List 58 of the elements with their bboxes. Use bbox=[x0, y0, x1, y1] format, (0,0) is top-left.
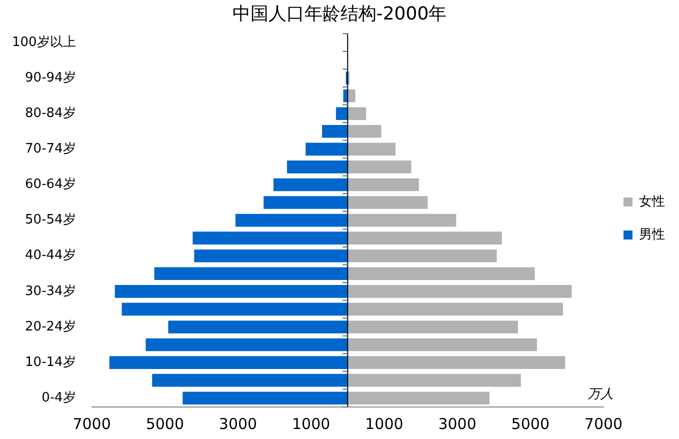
bar bbox=[235, 214, 348, 227]
x-tick-label: 3000 bbox=[218, 414, 258, 433]
bar bbox=[348, 196, 428, 209]
y-tick-label: 40-44岁 bbox=[25, 248, 76, 264]
x-tick-label: 5000 bbox=[146, 414, 184, 433]
bar bbox=[348, 356, 566, 369]
y-tick-label: 80-84岁 bbox=[25, 106, 76, 121]
bar bbox=[152, 374, 348, 387]
bar bbox=[286, 160, 348, 174]
x-tick-label: 1000 bbox=[292, 414, 330, 433]
x-tick-label: 1000 bbox=[365, 414, 404, 433]
bar bbox=[109, 356, 348, 369]
y-tick-label: 30-34岁 bbox=[25, 284, 76, 299]
bar bbox=[348, 232, 502, 244]
y-tick-label: 10-14岁 bbox=[25, 354, 76, 370]
bar bbox=[348, 89, 356, 102]
y-tick-label: 100岁以上 bbox=[12, 34, 76, 50]
bar bbox=[194, 249, 348, 262]
bar bbox=[273, 178, 348, 192]
bar bbox=[348, 124, 382, 138]
bar bbox=[322, 124, 348, 138]
bar bbox=[192, 232, 348, 244]
bar bbox=[348, 320, 518, 334]
bar bbox=[146, 338, 348, 352]
x-tick-label: 7000 bbox=[584, 414, 623, 433]
bar bbox=[348, 285, 572, 298]
chart-title: 中国人口年龄结构-2000年 bbox=[232, 3, 447, 24]
bar bbox=[348, 178, 419, 192]
bar bbox=[348, 267, 535, 280]
bar bbox=[154, 267, 348, 280]
bar bbox=[182, 392, 348, 405]
legend-label: 女性 bbox=[639, 194, 665, 210]
bar bbox=[306, 142, 348, 156]
bar bbox=[348, 338, 537, 352]
bar bbox=[348, 107, 366, 120]
bar bbox=[264, 196, 348, 209]
bar bbox=[348, 374, 521, 387]
bar bbox=[348, 160, 412, 174]
bar bbox=[348, 142, 396, 156]
x-tick-label: 5000 bbox=[511, 414, 550, 433]
y-tick-label: 60-64岁 bbox=[25, 177, 76, 192]
bar bbox=[336, 107, 348, 120]
bar bbox=[122, 302, 348, 316]
bar bbox=[348, 249, 497, 262]
y-tick-label: 90-94岁 bbox=[25, 70, 76, 86]
y-tick-label: 50-54岁 bbox=[25, 212, 76, 228]
legend-label: 男性 bbox=[639, 227, 665, 242]
y-tick-label: 70-74岁 bbox=[25, 142, 76, 157]
x-tick-label: 7000 bbox=[72, 414, 111, 433]
y-tick-label: 0-4岁 bbox=[42, 390, 76, 406]
bar bbox=[348, 392, 490, 405]
bar bbox=[348, 214, 456, 227]
x-tick-label: 3000 bbox=[438, 414, 476, 433]
bar bbox=[348, 302, 563, 316]
bar bbox=[114, 285, 348, 298]
x-axis-title: 万人 bbox=[588, 386, 614, 402]
y-tick-label: 20-24岁 bbox=[25, 319, 76, 334]
bar bbox=[168, 320, 348, 334]
